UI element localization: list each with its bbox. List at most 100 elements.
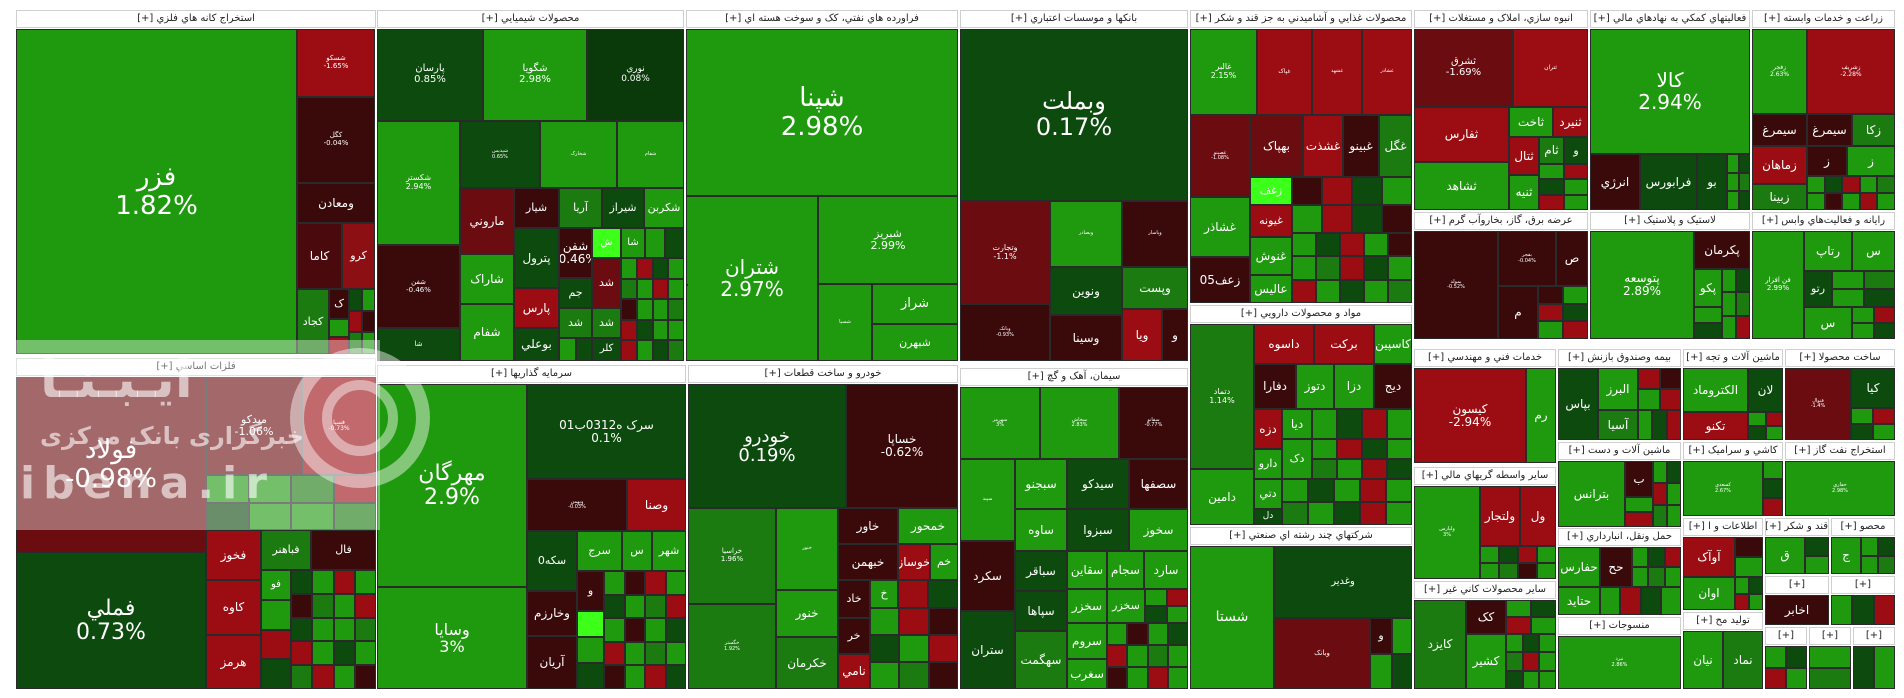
stock-tile[interactable]: تکنو — [1683, 412, 1748, 440]
stock-tile[interactable]: نيان — [1683, 631, 1723, 689]
stock-tile-small[interactable] — [1861, 537, 1878, 556]
stock-tile[interactable]: دزه — [1254, 409, 1282, 449]
sector-header-kani[interactable]: ساير محصولات کاني غير [+] — [1414, 581, 1556, 599]
stock-tile[interactable]: غصينو -1.08% — [1190, 115, 1250, 197]
stock-tile[interactable]: ويا — [1122, 309, 1162, 361]
stock-tile-small[interactable] — [1664, 567, 1681, 587]
stock-tile-small[interactable] — [1632, 567, 1649, 587]
stock-tile[interactable]: سيدکو — [1067, 459, 1129, 509]
stock-tile-small[interactable] — [1537, 562, 1556, 579]
stock-tile[interactable]: سارد — [1144, 551, 1188, 589]
stock-tile-small[interactable] — [1337, 439, 1362, 459]
stock-tile[interactable]: دزا — [1334, 364, 1374, 409]
stock-tile[interactable]: و — [1370, 618, 1392, 654]
stock-tile-small[interactable] — [1694, 307, 1722, 323]
sector-header-mansoojat[interactable]: منسوجات [+] — [1558, 617, 1681, 635]
stock-tile[interactable]: سهگمت — [1015, 631, 1067, 689]
sector-header-ghaza[interactable]: محصولات غذايي و آشاميدني به جز قند و شکر… — [1190, 10, 1412, 28]
stock-tile[interactable]: وسينا — [1050, 315, 1122, 361]
stock-tile[interactable]: کشير — [1466, 634, 1506, 689]
stock-tile[interactable]: س — [1852, 231, 1895, 271]
stock-tile[interactable]: البرز — [1598, 368, 1638, 410]
stock-tile-small[interactable] — [928, 635, 958, 662]
stock-tile-small[interactable] — [870, 662, 900, 689]
stock-tile-small[interactable] — [1334, 502, 1360, 525]
stock-tile[interactable]: غشاذر — [1190, 197, 1250, 257]
stock-tile-small[interactable] — [1563, 194, 1588, 210]
stock-tile-small[interactable] — [1506, 652, 1523, 671]
stock-tile-small[interactable] — [668, 299, 684, 320]
stock-tile-small[interactable] — [636, 299, 653, 320]
sector-header-small3[interactable]: [+] — [1765, 627, 1807, 645]
stock-tile[interactable]: آريا — [559, 188, 602, 228]
stock-tile-small[interactable] — [1667, 461, 1681, 483]
stock-tile-small[interactable] — [1873, 307, 1895, 323]
stock-tile[interactable]: سهرمز 3% — [960, 387, 1040, 459]
stock-tile-small[interactable] — [1312, 439, 1337, 459]
stock-tile-small[interactable] — [1316, 279, 1340, 303]
stock-tile-small[interactable] — [1480, 546, 1499, 563]
stock-tile-small[interactable] — [329, 336, 349, 354]
stock-tile-small[interactable] — [1292, 233, 1316, 257]
stock-tile[interactable]: شيار — [514, 188, 559, 228]
stock-tile[interactable]: سجام — [1107, 551, 1144, 589]
stock-tile-small[interactable] — [870, 608, 900, 635]
stock-tile-small[interactable] — [928, 662, 958, 689]
stock-tile[interactable]: خاد — [838, 580, 870, 618]
sector-header-fanni[interactable]: خدمات فني و مهندسي [+] — [1414, 349, 1556, 367]
stock-tile[interactable]: بمولد -0.52% — [1414, 231, 1498, 339]
stock-tile-small[interactable] — [1861, 555, 1878, 574]
stock-tile-small[interactable] — [652, 299, 669, 320]
stock-tile[interactable]: شسکو -1.65% — [297, 29, 375, 97]
stock-tile-small[interactable] — [291, 593, 313, 618]
stock-tile-small[interactable] — [1667, 505, 1681, 527]
stock-tile-small[interactable] — [1506, 670, 1523, 689]
stock-tile-small[interactable] — [1308, 479, 1334, 502]
stock-tile-small[interactable] — [1388, 279, 1412, 303]
stock-tile-small[interactable] — [206, 475, 249, 503]
stock-tile[interactable]: ثاخت — [1509, 107, 1553, 137]
stock-tile[interactable]: خ — [870, 580, 898, 608]
stock-tile-small[interactable] — [1386, 502, 1412, 525]
stock-tile-small[interactable] — [1563, 303, 1588, 322]
stock-tile[interactable]: سيمرغ — [1807, 114, 1852, 146]
stock-tile[interactable]: شراز — [872, 284, 958, 324]
stock-tile[interactable]: س — [1804, 307, 1852, 339]
stock-tile[interactable]: اخابر — [1765, 595, 1829, 625]
stock-tile-small[interactable] — [1107, 667, 1128, 689]
stock-tile-small[interactable] — [1807, 176, 1825, 193]
stock-tile-small[interactable] — [1873, 408, 1895, 424]
stock-tile[interactable]: کک — [1466, 600, 1506, 634]
stock-tile-small[interactable] — [349, 310, 362, 333]
stock-tile-small[interactable] — [1388, 233, 1412, 257]
stock-tile-small[interactable] — [1147, 645, 1168, 667]
stock-tile[interactable]: بو — [1697, 154, 1727, 210]
stock-tile[interactable]: شگويا 2.98% — [483, 29, 587, 121]
stock-tile-small[interactable] — [1312, 459, 1337, 479]
stock-tile[interactable]: غيونه — [1250, 205, 1292, 237]
stock-tile-small[interactable] — [291, 570, 313, 594]
stock-tile-small[interactable] — [1738, 172, 1750, 192]
stock-tile-small[interactable] — [575, 338, 592, 361]
stock-tile-small[interactable] — [652, 340, 669, 361]
stock-tile[interactable]: سغرب — [1067, 659, 1107, 689]
stock-tile[interactable]: رتاپ — [1804, 231, 1852, 271]
stock-tile-small[interactable] — [1539, 179, 1564, 195]
stock-tile[interactable]: وصنا — [627, 479, 686, 531]
stock-tile[interactable]: ستران — [960, 611, 1015, 689]
sector-header-sakht[interactable]: ساخت محصولا [+] — [1785, 349, 1895, 367]
stock-tile[interactable]: زشريف -2.28% — [1807, 29, 1895, 114]
stock-tile-small[interactable] — [1539, 670, 1556, 689]
stock-tile-small[interactable] — [645, 641, 666, 666]
stock-tile-small[interactable] — [1308, 502, 1334, 525]
stock-tile[interactable]: شسپا — [818, 284, 872, 361]
stock-tile[interactable]: سيمرغ — [1752, 114, 1807, 146]
stock-tile[interactable]: سرج — [577, 531, 622, 571]
stock-tile-small[interactable] — [362, 289, 375, 311]
stock-tile-small[interactable] — [604, 641, 625, 666]
stock-tile-small[interactable] — [1292, 256, 1316, 280]
stock-tile[interactable]: ول — [1520, 486, 1556, 546]
stock-tile[interactable]: شفام — [617, 121, 684, 188]
stock-tile-small[interactable] — [1735, 557, 1763, 577]
stock-tile[interactable]: شاراک — [460, 254, 514, 304]
